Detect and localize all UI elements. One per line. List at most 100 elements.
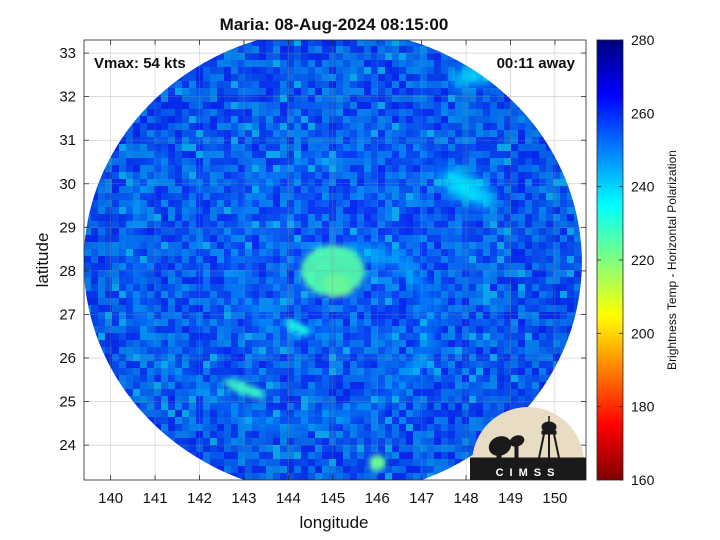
swath-pixel (490, 214, 497, 221)
swath-pixel (301, 200, 308, 207)
swath-pixel (294, 284, 301, 291)
swath-pixel (224, 221, 231, 228)
swath-pixel (154, 382, 161, 389)
swath-pixel (147, 200, 154, 207)
swath-pixel (462, 130, 469, 137)
swath-pixel (448, 291, 455, 298)
swath-pixel (553, 200, 560, 207)
swath-pixel (147, 165, 154, 172)
swath-pixel (504, 151, 511, 158)
swath-pixel (343, 200, 350, 207)
swath-pixel (350, 123, 357, 130)
swath-pixel (133, 130, 140, 137)
swath-pixel (217, 137, 224, 144)
swath-pixel (294, 172, 301, 179)
swath-pixel (504, 18, 511, 25)
swath-pixel (462, 424, 469, 431)
swath-pixel (273, 123, 280, 130)
swath-pixel (476, 172, 483, 179)
swath-pixel (308, 410, 315, 417)
swath-pixel (427, 424, 434, 431)
swath-pixel (329, 172, 336, 179)
swath-pixel (329, 305, 336, 312)
swath-pixel (336, 340, 343, 347)
swath-pixel (385, 214, 392, 221)
swath-pixel (518, 123, 525, 130)
swath-pixel (462, 221, 469, 228)
swath-pixel (259, 123, 266, 130)
swath-pixel (245, 473, 252, 480)
swath-pixel (175, 347, 182, 354)
swath-pixel (105, 291, 112, 298)
swath-pixel (371, 116, 378, 123)
swath-pixel (189, 95, 196, 102)
swath-pixel (497, 305, 504, 312)
swath-pixel (357, 102, 364, 109)
swath-pixel (336, 452, 343, 459)
swath-pixel (469, 25, 476, 32)
swath-pixel (168, 25, 175, 32)
swath-pixel (301, 123, 308, 130)
swath-pixel (266, 424, 273, 431)
swath-pixel (252, 354, 259, 361)
swath-pixel (539, 270, 546, 277)
swath-pixel (518, 270, 525, 277)
swath-pixel (210, 333, 217, 340)
swath-pixel (182, 438, 189, 445)
swath-pixel (154, 424, 161, 431)
swath-pixel (448, 200, 455, 207)
swath-pixel (539, 137, 546, 144)
swath-pixel (497, 375, 504, 382)
swath-pixel (189, 200, 196, 207)
swath-pixel (224, 312, 231, 319)
swath-pixel (483, 396, 490, 403)
swath-pixel (161, 270, 168, 277)
swath-pixel (399, 221, 406, 228)
swath-pixel (539, 151, 546, 158)
swath-pixel (336, 40, 343, 46)
swath-pixel (259, 263, 266, 270)
swath-pixel (469, 88, 476, 95)
swath-pixel (140, 480, 147, 487)
swath-pixel (497, 347, 504, 354)
swath-pixel (238, 340, 245, 347)
swath-pixel (434, 382, 441, 389)
swath-pixel (399, 235, 406, 242)
swath-pixel (336, 179, 343, 186)
swath-pixel (357, 242, 364, 249)
swath-pixel (413, 459, 420, 466)
swath-pixel (455, 340, 462, 347)
swath-pixel (210, 347, 217, 354)
swath-pixel (371, 424, 378, 431)
swath-pixel (175, 305, 182, 312)
swath-pixel (266, 67, 273, 74)
swath-pixel (182, 326, 189, 333)
swath-pixel (511, 165, 518, 172)
swath-pixel (441, 277, 448, 284)
swath-pixel (399, 179, 406, 186)
swath-pixel (322, 221, 329, 228)
swath-pixel (175, 32, 182, 39)
swath-pixel (336, 480, 343, 487)
swath-pixel (385, 207, 392, 214)
swath-pixel (280, 256, 287, 263)
swath-pixel (294, 116, 301, 123)
swath-pixel (469, 291, 476, 298)
swath-pixel (560, 186, 567, 193)
swath-pixel (252, 74, 259, 81)
swath-pixel (308, 116, 315, 123)
swath-pixel (133, 116, 140, 123)
swath-pixel (287, 256, 294, 263)
swath-pixel (539, 221, 546, 228)
swath-pixel (315, 193, 322, 200)
swath-pixel (560, 263, 567, 270)
swath-pixel (434, 130, 441, 137)
swath-pixel (154, 312, 161, 319)
swath-pixel (476, 410, 483, 417)
swath-pixel (203, 417, 210, 424)
swath-pixel (343, 95, 350, 102)
swath-pixel (308, 487, 315, 494)
swath-pixel (119, 382, 126, 389)
swath-pixel (441, 354, 448, 361)
swath-pixel (392, 235, 399, 242)
